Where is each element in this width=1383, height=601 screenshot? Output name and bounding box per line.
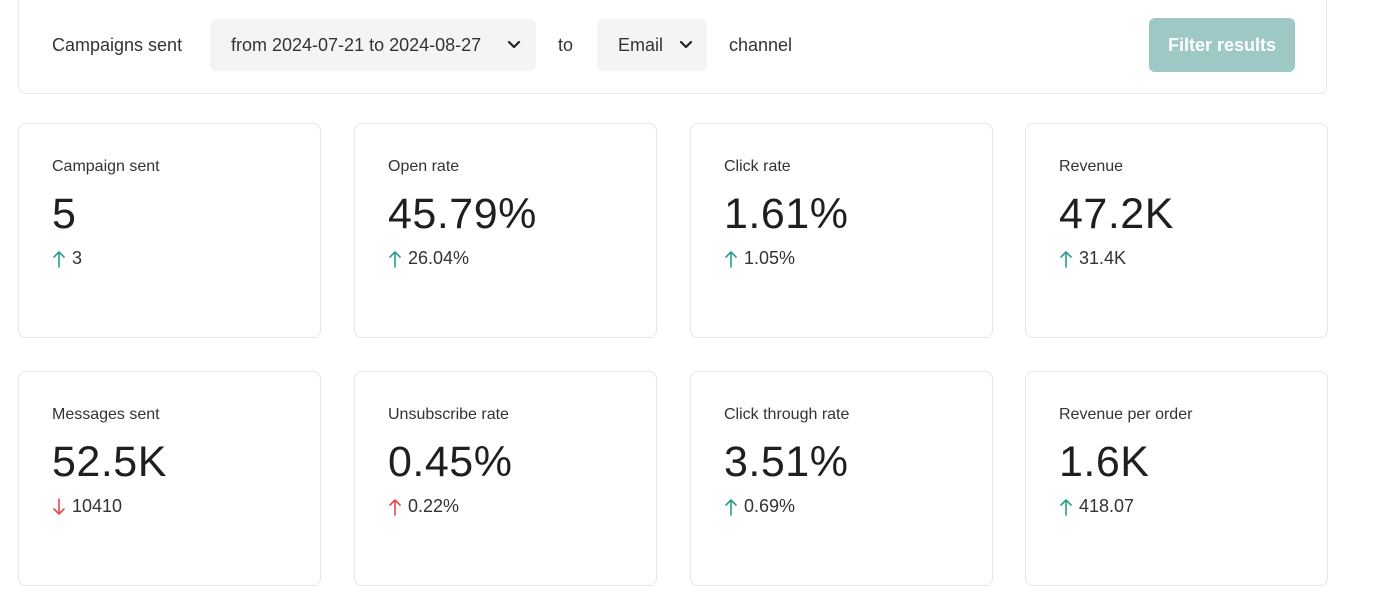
metric-value: 47.2K (1059, 190, 1174, 238)
to-label: to (558, 35, 574, 55)
metric-label: Open rate (388, 158, 460, 175)
date-range-select[interactable]: from 2024-07-21 to 2024-08-27 (210, 19, 536, 71)
channel-label: channel (729, 35, 793, 55)
metric-value: 1.61% (724, 190, 849, 238)
metric-delta-value: 10410 (72, 496, 123, 516)
filter-bar: Campaigns sent from 2024-07-21 to 2024-0… (18, 0, 1327, 94)
metric-card-revenue-per-order: Revenue per order 1.6K 418.07 (1025, 371, 1328, 586)
metric-delta-value: 0.22% (408, 496, 460, 516)
chevron-down-icon (679, 40, 693, 49)
metric-delta-value: 0.69% (744, 496, 796, 516)
channel-value: Email (618, 34, 664, 55)
metric-label: Revenue per order (1059, 406, 1193, 423)
metric-delta-value: 3 (72, 248, 83, 268)
metric-value: 0.45% (388, 438, 513, 486)
metric-value: 45.79% (388, 190, 537, 238)
metric-label: Click through rate (724, 406, 850, 423)
date-range-value: from 2024-07-21 to 2024-08-27 (231, 34, 482, 55)
arrow-up-icon (725, 498, 737, 516)
metric-delta: 26.04% (388, 248, 469, 269)
arrow-up-icon (389, 250, 401, 268)
metric-card-campaign-sent: Campaign sent 5 3 (18, 123, 321, 338)
metric-label: Messages sent (52, 406, 160, 423)
metric-delta-value: 26.04% (408, 248, 470, 268)
metric-card-click-rate: Click rate 1.61% 1.05% (690, 123, 993, 338)
filter-results-button[interactable]: Filter results (1149, 18, 1295, 72)
metric-delta-value: 1.05% (744, 248, 796, 268)
metric-label: Revenue (1059, 158, 1124, 175)
metric-card-unsubscribe-rate: Unsubscribe rate 0.45% 0.22% (354, 371, 657, 586)
metric-card-click-through-rate: Click through rate 3.51% 0.69% (690, 371, 993, 586)
metric-card-revenue: Revenue 47.2K 31.4K (1025, 123, 1328, 338)
metric-label: Campaign sent (52, 158, 160, 175)
arrow-up-icon (389, 498, 401, 516)
channel-select[interactable]: Email (597, 19, 707, 71)
metric-label: Unsubscribe rate (388, 406, 509, 423)
metric-delta: 31.4K (1059, 248, 1126, 269)
arrow-down-icon (53, 497, 65, 515)
metric-delta: 0.22% (388, 496, 459, 517)
metric-delta: 3 (52, 248, 82, 269)
arrow-up-icon (53, 250, 65, 268)
metric-value: 1.6K (1059, 438, 1150, 486)
metric-delta-value: 31.4K (1079, 248, 1127, 268)
metric-value: 3.51% (724, 438, 849, 486)
metric-delta: 1.05% (724, 248, 795, 269)
metric-delta-value: 418.07 (1079, 496, 1135, 516)
metric-delta: 418.07 (1059, 496, 1134, 517)
metric-delta: 0.69% (724, 496, 795, 517)
arrow-up-icon (725, 250, 737, 268)
chevron-down-icon (507, 40, 521, 49)
metric-value: 5 (52, 190, 77, 238)
metric-delta: 10410 (52, 496, 122, 517)
metric-value: 52.5K (52, 438, 167, 486)
metric-card-open-rate: Open rate 45.79% 26.04% (354, 123, 657, 338)
metric-card-messages-sent: Messages sent 52.5K 10410 (18, 371, 321, 586)
campaigns-sent-label: Campaigns sent (52, 35, 183, 55)
arrow-up-icon (1060, 250, 1072, 268)
arrow-up-icon (1060, 498, 1072, 516)
metric-label: Click rate (724, 158, 791, 175)
